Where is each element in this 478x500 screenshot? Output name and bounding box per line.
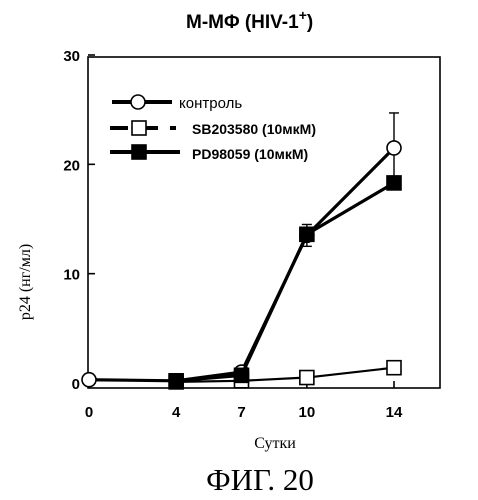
legend-label-pd98059: PD98059 (10мкМ)	[192, 146, 308, 162]
y-tick-label: 30	[63, 48, 80, 65]
x-tick-label: 10	[299, 404, 316, 421]
series-line-0	[89, 148, 394, 381]
chart-title-close: )	[307, 12, 313, 33]
y-axis-label: p24 (нг/мл)	[17, 244, 34, 320]
legend-marker-control	[131, 95, 145, 109]
y-axis: 0 10 20 30	[63, 48, 95, 393]
legend-label-sb203580: SB203580 (10мкМ)	[192, 121, 316, 137]
chart-title-main: M-MΦ (HIV-1	[186, 12, 299, 33]
x-tick-label: 14	[386, 404, 403, 421]
x-axis-label: Сутки	[254, 435, 296, 452]
y-tick-label: 10	[63, 267, 80, 284]
x-tick-label: 4	[172, 404, 181, 421]
series-2	[169, 176, 401, 388]
legend-marker-pd98059	[132, 145, 146, 159]
data-point	[387, 141, 401, 155]
legend-item-pd98059: PD98059 (10мкМ)	[110, 145, 308, 162]
data-point	[235, 368, 249, 382]
series-line-1	[176, 368, 394, 382]
data-point	[169, 374, 183, 388]
chart-title: M-MΦ (HIV-1+)	[186, 7, 313, 33]
figure-label: ФИГ. 20	[206, 462, 314, 497]
series-line-2	[176, 183, 394, 381]
legend-label-control: контроль	[179, 95, 242, 112]
data-point	[387, 361, 401, 375]
data-point	[387, 176, 401, 190]
legend: контроль SB203580 (10мкМ) PD98059 (10мкМ…	[110, 95, 316, 162]
series-1	[169, 361, 401, 389]
y-tick-label: 0	[72, 376, 80, 393]
x-tick-label: 0	[85, 404, 93, 421]
data-point	[82, 373, 96, 387]
data-point	[300, 227, 314, 241]
legend-item-control: контроль	[112, 95, 242, 112]
chart-title-superscript: +	[299, 7, 307, 23]
x-tick-label: 7	[237, 404, 245, 421]
data-point	[300, 371, 314, 385]
legend-item-sb203580: SB203580 (10мкМ)	[110, 121, 316, 137]
legend-marker-sb203580	[132, 121, 146, 135]
y-tick-label: 20	[63, 157, 80, 174]
